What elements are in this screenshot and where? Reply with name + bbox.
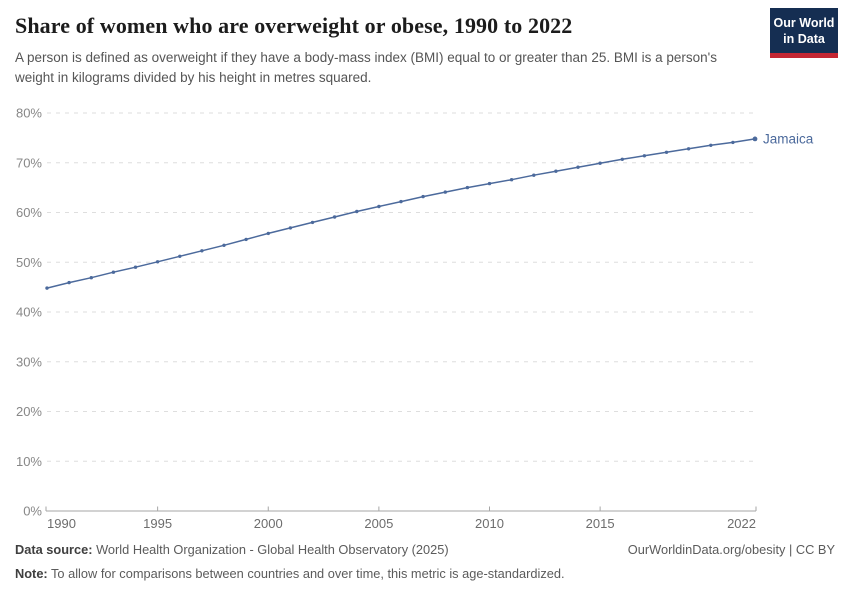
data-point[interactable] xyxy=(664,150,669,154)
y-tick-label: 10% xyxy=(16,454,42,469)
data-source-text: World Health Organization - Global Healt… xyxy=(92,542,449,557)
data-point[interactable] xyxy=(709,143,713,147)
data-point[interactable] xyxy=(752,136,758,142)
data-point[interactable] xyxy=(310,220,315,225)
data-source-line: Data source: World Health Organization -… xyxy=(15,541,449,558)
data-point[interactable] xyxy=(67,280,71,285)
data-point[interactable] xyxy=(111,270,116,274)
data-point[interactable] xyxy=(487,181,492,186)
data-point[interactable] xyxy=(288,226,293,230)
data-point[interactable] xyxy=(332,215,337,219)
data-point[interactable] xyxy=(155,260,160,264)
data-point[interactable] xyxy=(89,276,94,280)
owid-license-link[interactable]: OurWorldinData.org/obesity | CC BY xyxy=(627,542,835,557)
chart-header: Share of women who are overweight or obe… xyxy=(15,13,755,88)
note-label: Note: xyxy=(15,566,48,582)
data-point[interactable] xyxy=(509,178,514,182)
data-point[interactable] xyxy=(133,265,138,269)
y-tick-label: 30% xyxy=(16,354,42,369)
y-tick-label: 60% xyxy=(16,205,42,220)
chart-footer: Data source: World Health Organization -… xyxy=(15,541,835,583)
y-tick-label: 0% xyxy=(23,504,42,519)
data-point[interactable] xyxy=(686,147,691,151)
data-point[interactable] xyxy=(222,243,226,247)
data-point[interactable] xyxy=(399,199,403,204)
data-point[interactable] xyxy=(244,237,248,242)
data-point[interactable] xyxy=(421,194,425,199)
owid-logo-line2: in Data xyxy=(783,32,825,46)
x-tick-label: 2005 xyxy=(364,516,393,531)
data-point[interactable] xyxy=(598,161,602,165)
data-source-label: Data source: xyxy=(15,542,93,557)
data-point[interactable] xyxy=(642,154,647,158)
chart-area: 0% 10% 20% 30% 40% 50% 60% 70% 80% 1990 1995 2000 20… xyxy=(0,95,850,550)
x-tick-label: 2010 xyxy=(475,516,504,531)
data-point[interactable] xyxy=(178,254,182,258)
x-tick-label: 2015 xyxy=(586,516,615,531)
y-tick-label: 70% xyxy=(16,155,42,170)
footer-note-line: Note: To allow for comparisons between c… xyxy=(15,565,835,582)
data-point[interactable] xyxy=(465,185,470,190)
data-point[interactable] xyxy=(200,249,204,253)
data-point[interactable] xyxy=(377,204,381,209)
x-tick-label: 2022 xyxy=(727,516,756,531)
x-tick-label: 1995 xyxy=(143,516,172,531)
y-tick-label: 20% xyxy=(16,404,42,419)
y-tick-label: 40% xyxy=(16,305,42,320)
data-point[interactable] xyxy=(355,209,359,214)
y-tick-label: 50% xyxy=(16,255,42,270)
owid-logo-line1: Our World xyxy=(773,16,835,30)
note-text: To allow for comparisons between countri… xyxy=(47,566,565,582)
data-point[interactable] xyxy=(620,157,624,161)
data-point[interactable] xyxy=(731,140,735,145)
chart-title: Share of women who are overweight or obe… xyxy=(15,13,573,38)
data-point[interactable] xyxy=(576,165,580,169)
data-point[interactable] xyxy=(554,169,558,173)
series-label[interactable]: Jamaica xyxy=(763,131,814,146)
data-point[interactable] xyxy=(532,173,536,177)
line-chart[interactable]: 0% 10% 20% 30% 40% 50% 60% 70% 80% 1990 1995 2000 20… xyxy=(0,95,850,550)
series-line[interactable] xyxy=(46,138,756,289)
x-tick-label: 2000 xyxy=(254,516,283,531)
data-point[interactable] xyxy=(45,286,49,290)
chart-subtitle: A person is defined as overweight if the… xyxy=(15,50,717,85)
x-tick-label: 1990 xyxy=(47,516,76,531)
data-point[interactable] xyxy=(266,231,270,236)
y-tick-label: 80% xyxy=(16,106,42,121)
data-point[interactable] xyxy=(443,190,447,194)
owid-logo[interactable]: Our World in Data xyxy=(770,8,838,58)
